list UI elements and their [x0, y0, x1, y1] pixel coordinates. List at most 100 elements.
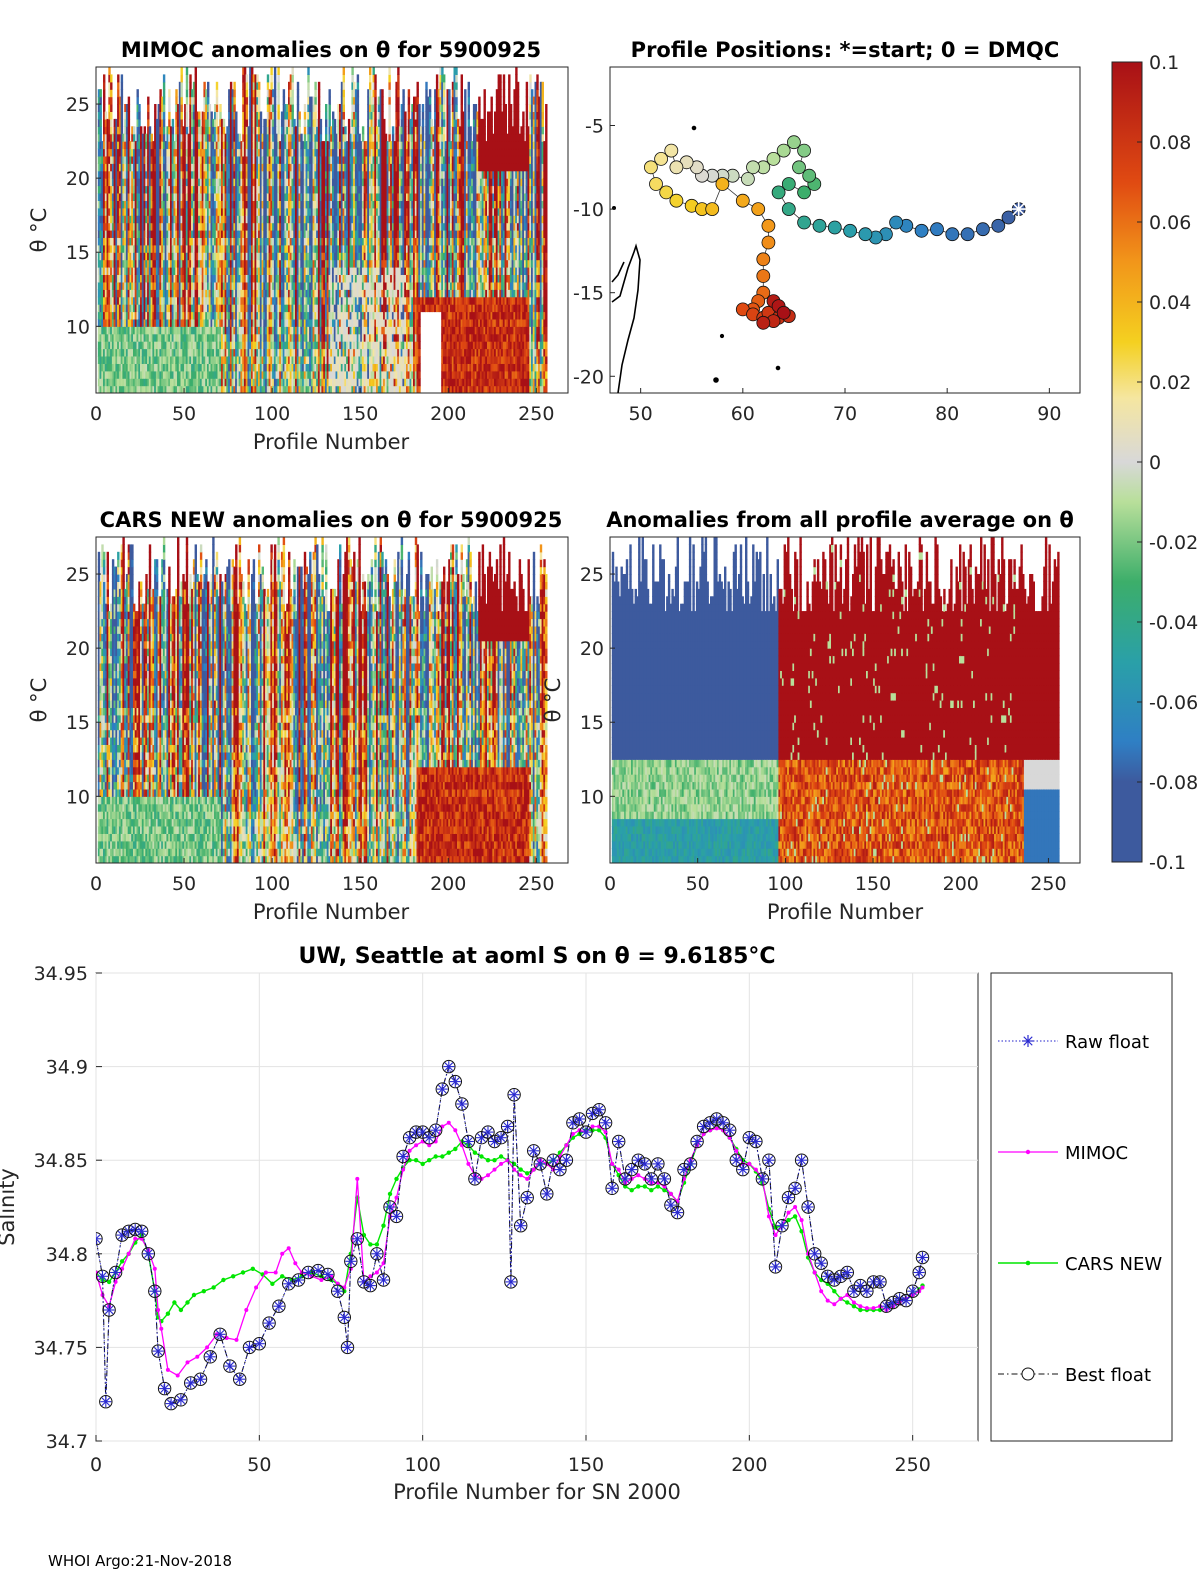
- heatmap-cell: [280, 341, 284, 350]
- heatmap-cell: [319, 341, 323, 350]
- heatmap-cell: [272, 96, 275, 105]
- heatmap-cell: [293, 274, 296, 283]
- heatmap-cell: [203, 267, 206, 275]
- heatmap-cell: [159, 96, 162, 105]
- heatmap-cell: [201, 363, 205, 372]
- heatmap-cell: [282, 155, 286, 164]
- heatmap-cell: [222, 252, 226, 261]
- heatmap-cell: [140, 215, 143, 224]
- heatmap-cell: [168, 118, 171, 127]
- heatmap-cell: [242, 155, 245, 164]
- heatmap-cell: [217, 385, 220, 393]
- heatmap-cell: [288, 133, 291, 142]
- heatmap-cell: [270, 267, 273, 275]
- heatmap-cell: [291, 222, 294, 231]
- heatmap-cell: [103, 74, 106, 83]
- heatmap-cell: [162, 104, 166, 112]
- heatmap-cell: [291, 111, 294, 120]
- heatmap-cell: [159, 318, 162, 327]
- heatmap-cell: [129, 155, 132, 164]
- heatmap-cell: [196, 267, 199, 275]
- heatmap-cell: [205, 333, 208, 342]
- heatmap-cell: [277, 378, 280, 387]
- heatmap-cell: [171, 311, 175, 320]
- heatmap-cell: [122, 163, 125, 172]
- heatmap-cell: [177, 289, 180, 298]
- heatmap-cell: [236, 341, 240, 350]
- heatmap-cell: [303, 296, 307, 305]
- heatmap-cell: [316, 259, 319, 268]
- heatmap-cell: [251, 296, 254, 305]
- heatmap-cell: [254, 178, 257, 187]
- heatmap-cell: [235, 155, 238, 164]
- heatmap-cell: [212, 118, 215, 127]
- heatmap-cell: [124, 141, 127, 150]
- heatmap-cell: [284, 326, 287, 335]
- heatmap-cell: [120, 74, 124, 83]
- heatmap-cell: [224, 141, 227, 150]
- heatmap-cell: [252, 163, 256, 172]
- heatmap-cell: [249, 237, 252, 246]
- heatmap-cell: [166, 252, 169, 261]
- heatmap-cell: [295, 237, 298, 246]
- heatmap-cell: [110, 244, 113, 253]
- heatmap-cell: [224, 244, 227, 253]
- heatmap-cell: [175, 311, 178, 320]
- heatmap-cell: [221, 193, 224, 201]
- heatmap-cell: [210, 200, 213, 209]
- heatmap-cell: [286, 193, 289, 201]
- heatmap-cell: [159, 126, 162, 135]
- heatmap-cell: [295, 133, 298, 142]
- heatmap-cell: [173, 141, 176, 150]
- heatmap-cell: [277, 304, 280, 313]
- heatmap-cell: [150, 318, 153, 327]
- heatmap-cell: [298, 222, 301, 231]
- heatmap-cell: [282, 348, 286, 357]
- heatmap-cell: [256, 274, 259, 283]
- heatmap-cell: [208, 289, 212, 298]
- heatmap-cell: [312, 111, 315, 120]
- heatmap-cell: [303, 244, 307, 253]
- heatmap-cell: [117, 356, 120, 364]
- heatmap-cell: [321, 304, 324, 313]
- heatmap-cell: [133, 370, 136, 379]
- heatmap-cell: [141, 341, 145, 350]
- heatmap-cell: [261, 237, 264, 246]
- heatmap-cell: [177, 215, 180, 224]
- heatmap-cell: [221, 296, 224, 305]
- heatmap-cell: [194, 281, 197, 290]
- heatmap-cell: [164, 318, 168, 327]
- heatmap-cell: [161, 178, 164, 187]
- heatmap-cell: [231, 274, 234, 283]
- heatmap-cell: [296, 244, 300, 253]
- heatmap-cell: [214, 304, 217, 313]
- heatmap-cell: [162, 356, 166, 364]
- heatmap-cell: [173, 237, 176, 246]
- heatmap-cell: [249, 289, 252, 298]
- heatmap-cell: [205, 341, 208, 350]
- heatmap-cell: [212, 318, 215, 327]
- heatmap-cell: [164, 185, 168, 194]
- heatmap-cell: [162, 318, 166, 327]
- heatmap-cell: [282, 141, 286, 150]
- heatmap-cell: [240, 141, 243, 150]
- heatmap-cell: [314, 111, 317, 120]
- heatmap-cell: [321, 348, 324, 357]
- heatmap-cell: [258, 304, 261, 313]
- heatmap-cell: [125, 274, 129, 283]
- heatmap-cell: [317, 148, 321, 157]
- heatmap-cell: [182, 318, 185, 327]
- heatmap-cell: [247, 193, 250, 201]
- heatmap-cell: [106, 356, 109, 364]
- heatmap-cell: [148, 267, 152, 275]
- heatmap-cell: [212, 170, 215, 179]
- heatmap-cell: [150, 178, 153, 187]
- heatmap-cell: [134, 348, 138, 357]
- heatmap-cell: [115, 230, 118, 238]
- heatmap-cell: [263, 341, 266, 350]
- heatmap-cell: [263, 370, 266, 379]
- heatmap-cell: [110, 126, 113, 135]
- heatmap-cell: [316, 378, 319, 387]
- heatmap-cell: [170, 163, 173, 172]
- heatmap-cell: [312, 333, 315, 342]
